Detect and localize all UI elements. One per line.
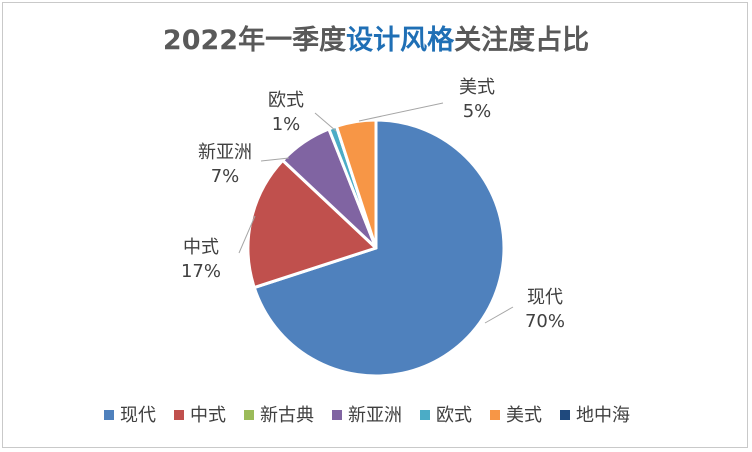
data-label-value-5: 5% [463,101,492,122]
pie-slice-5[interactable] [334,118,378,250]
leader-lines [238,102,514,324]
chart-area: 2022年一季度设计风格关注度占比 现代 70% 中式 17% 新亚洲 7% 欧式 1% 美式 5… [2,2,748,448]
legend-item-3[interactable]: 新亚洲 [332,405,402,426]
legend-label-3: 新亚洲 [348,405,402,426]
leader-line-0 [484,306,514,324]
legend-swatch-0 [104,410,114,420]
chart-title-suffix: 关注度占比 [454,24,589,56]
data-labels: 现代 70% 中式 17% 新亚洲 7% 欧式 1% 美式 5% [181,77,565,332]
legend-swatch-2 [244,410,254,420]
legend-item-6[interactable]: 地中海 [560,405,630,426]
data-label-value-1: 17% [181,261,221,282]
data-label-category-3: 新亚洲 [198,142,252,163]
chart-title-prefix: 2022年一季度 [163,24,346,56]
legend-label-6: 地中海 [576,405,630,426]
pie-chart: 2022年一季度设计风格关注度占比 现代 70% 中式 17% 新亚洲 7% 欧式 1% 美式 5… [104,24,630,426]
legend-label-0: 现代 [120,405,156,426]
legend-swatch-6 [560,410,570,420]
data-label-value-0: 70% [525,311,565,332]
data-label-category-1: 中式 [183,237,219,258]
leader-line-4 [314,112,337,132]
data-label-category-5: 美式 [459,77,495,98]
leader-line-3 [260,157,290,162]
pie-slice-1[interactable] [246,158,378,290]
data-label-category-0: 现代 [527,287,563,308]
chart-title: 2022年一季度设计风格关注度占比 [163,24,589,56]
data-label-category-4: 欧式 [268,90,304,111]
legend-item-1[interactable]: 中式 [174,405,226,426]
leader-line-1 [238,215,256,254]
legend-item-2[interactable]: 新古典 [244,405,314,426]
legend-swatch-5 [490,410,500,420]
pie-slice-0[interactable] [252,118,506,378]
leader-line-5 [358,102,444,122]
legend-label-5: 美式 [506,405,542,426]
legend-label-1: 中式 [190,405,226,426]
legend-label-2: 新古典 [260,405,314,426]
pie-slices [246,118,506,378]
legend-item-0[interactable]: 现代 [104,405,156,426]
legend-item-5[interactable]: 美式 [490,405,542,426]
data-label-value-3: 7% [211,166,240,187]
legend-swatch-1 [174,410,184,420]
legend-swatch-4 [420,410,430,420]
legend-label-4: 欧式 [436,405,472,426]
legend-item-4[interactable]: 欧式 [420,405,472,426]
legend-swatch-3 [332,410,342,420]
chart-title-highlight: 设计风格 [346,25,455,56]
legend: 现代 中式 新古典 新亚洲 欧式 美式 地中海 [104,405,630,426]
data-label-value-4: 1% [272,114,301,135]
